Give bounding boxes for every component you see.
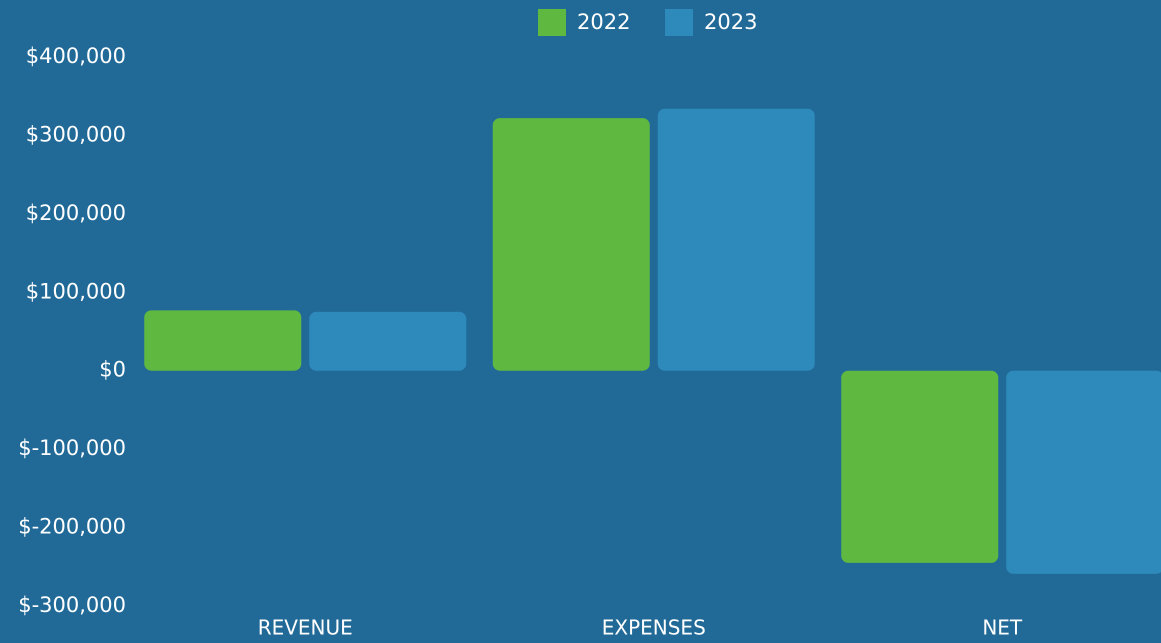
legend-swatch bbox=[665, 9, 693, 36]
y-tick-label: $400,000 bbox=[26, 44, 126, 68]
bar bbox=[1006, 370, 1161, 574]
x-tick-label: EXPENSES bbox=[602, 616, 706, 640]
bar bbox=[309, 311, 467, 371]
bar bbox=[144, 310, 302, 371]
x-tick-label: NET bbox=[982, 616, 1023, 640]
bar bbox=[841, 370, 999, 563]
y-tick-label: $300,000 bbox=[26, 122, 126, 146]
y-tick-label: $-100,000 bbox=[18, 436, 126, 460]
legend-label: 2022 bbox=[577, 10, 630, 34]
y-tick-label: $100,000 bbox=[26, 279, 126, 303]
y-tick-label: $200,000 bbox=[26, 201, 126, 225]
bar bbox=[657, 108, 815, 371]
legend-label: 2023 bbox=[704, 10, 757, 34]
y-tick-label: $-200,000 bbox=[18, 515, 126, 539]
bar bbox=[492, 118, 650, 371]
y-tick-label: $0 bbox=[99, 358, 126, 382]
legend-swatch bbox=[538, 9, 566, 36]
x-tick-label: REVENUE bbox=[258, 616, 353, 640]
y-tick-label: $-300,000 bbox=[18, 593, 126, 617]
